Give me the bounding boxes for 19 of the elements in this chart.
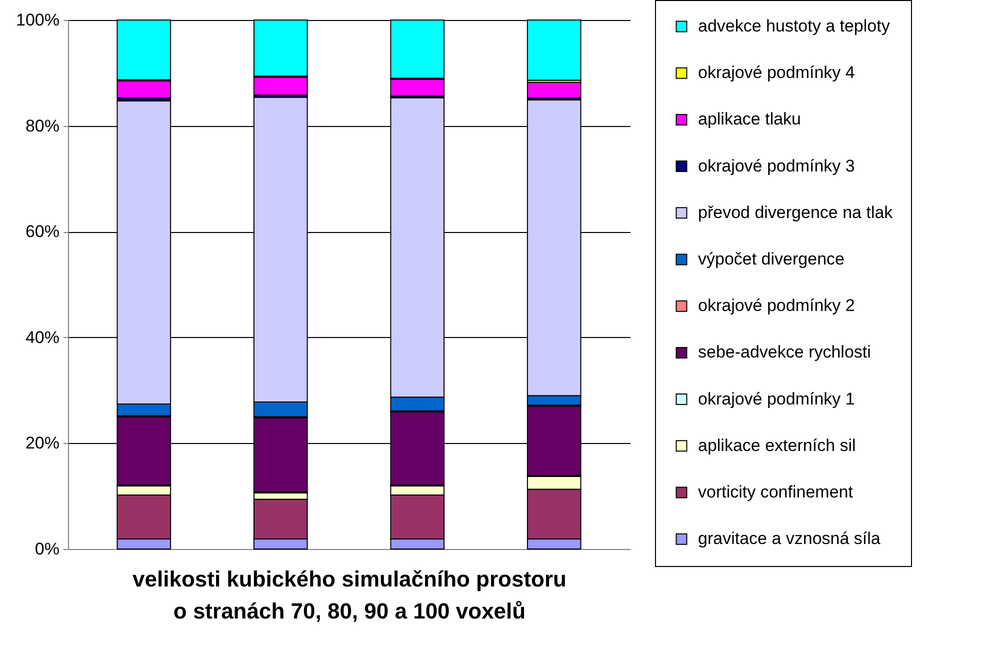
y-tick-label: 20% (25, 434, 60, 453)
y-tick-label: 80% (25, 116, 60, 136)
legend-label: výpočet divergence (698, 250, 844, 268)
legend-label: advekce hustoty a teploty (698, 16, 890, 36)
legend-label: gravitace a vznosná síla (698, 529, 881, 548)
y-tick-label: 0% (34, 540, 60, 558)
legend-label: vorticity confinement (698, 482, 854, 502)
y-tick-label: 40% (25, 328, 60, 347)
y-tick-label: 100% (16, 10, 60, 30)
legend-label: okrajové podmínky 3 (698, 156, 855, 176)
legend-label: okrajové podmínky 4 (698, 63, 855, 82)
legend-label: okrajové podmínky 1 (698, 389, 855, 408)
legend-label: aplikace externích sil (698, 436, 856, 455)
y-tick-label: 60% (25, 222, 60, 242)
legend-label: sebe-advekce rychlosti (698, 342, 871, 362)
legend-label: převod divergence na tlak (698, 202, 894, 222)
x-axis-title: velikosti kubického simulačního prostoru o stranách 70, 80, 90 a 100 voxelů (132, 566, 566, 624)
legend-label: okrajové podmínky 2 (698, 296, 855, 316)
legend-label: aplikace tlaku (698, 110, 802, 129)
